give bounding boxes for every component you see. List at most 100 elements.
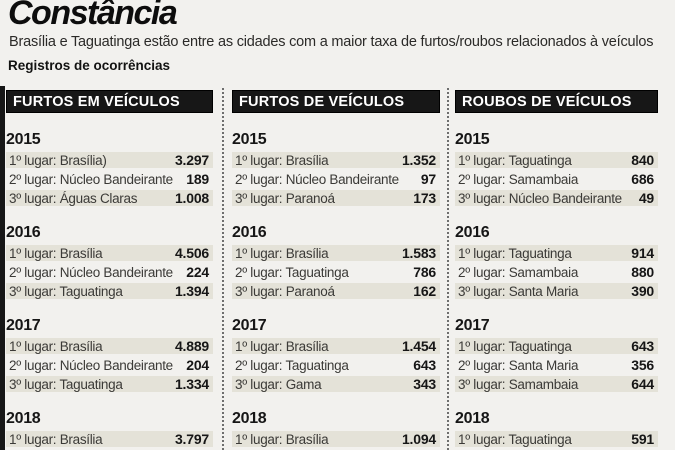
rank-value: 343 [413, 376, 436, 392]
year-label: 2016 [455, 224, 490, 241]
year-label: 2017 [6, 317, 41, 334]
table-row: 1º lugar: Brasília) 3.297 [6, 152, 213, 168]
rank-value: 49 [638, 190, 654, 206]
rank-value: 4.889 [174, 338, 209, 354]
table-row: 1º lugar: Brasília 1.352 [232, 152, 440, 168]
rank-value: 390 [631, 283, 654, 299]
table-row: 3º lugar: Taguatinga 1.334 [6, 376, 213, 392]
rank-value: 3.297 [174, 152, 209, 168]
table-row: 3º lugar: Paranoá 173 [232, 190, 440, 206]
rank-value: 1.008 [174, 190, 209, 206]
page-subtitle: Brasília e Taguatinga estão entre as cid… [9, 34, 654, 50]
year-block-2018: 2018 1º lugar: Brasília 3.797 [6, 410, 213, 447]
table-row: 2º lugar: Taguatinga 786 [232, 264, 440, 280]
rank-label: 3º lugar: Taguatinga [9, 376, 123, 392]
year-label: 2015 [6, 131, 41, 148]
table-row: 1º lugar: Brasília 4.506 [6, 245, 213, 261]
year-label: 2018 [455, 410, 490, 427]
rank-value: 786 [413, 264, 436, 280]
rank-label: 3º lugar: Samambaia [458, 376, 579, 392]
rank-label: 2º lugar: Núcleo Bandeirante [9, 264, 173, 280]
year-block-2016: 2016 1º lugar: Brasília 1.583 2º lugar: Tag… [232, 224, 440, 299]
rank-label: 2º lugar: Samambaia [458, 264, 579, 280]
rank-label: 1º lugar: Brasília [9, 245, 103, 261]
column-divider-2 [447, 88, 449, 450]
table-row: 1º lugar: Taguatinga 840 [455, 152, 658, 168]
rank-value: 173 [413, 190, 436, 206]
rank-value: 840 [631, 152, 654, 168]
rank-label: 2º lugar: Taguatinga [235, 264, 349, 280]
table-row: 2º lugar: Núcleo Bandeirante 97 [232, 171, 440, 187]
column-divider-1 [222, 88, 224, 450]
column-header: FURTOS DE VEÍCULOS [232, 90, 440, 113]
table-row: 1º lugar: Brasília 1.454 [232, 338, 440, 354]
rank-label: 3º lugar: Núcleo Bandeirante [458, 190, 622, 206]
year-label: 2016 [232, 224, 267, 241]
table-row: 2º lugar: Taguatinga 643 [232, 357, 440, 373]
rank-value: 189 [186, 171, 209, 187]
year-block-2017: 2017 1º lugar: Brasília 1.454 2º lugar: Tag… [232, 317, 440, 392]
year-label: 2016 [6, 224, 41, 241]
rank-value: 356 [631, 357, 654, 373]
year-block-2015: 2015 1º lugar: Brasília 1.352 2º lugar: Núc… [232, 131, 440, 206]
rank-label: 1º lugar: Brasília [9, 431, 103, 447]
rank-value: 686 [631, 171, 654, 187]
rank-label: 2º lugar: Taguatinga [235, 357, 349, 373]
rank-label: 1º lugar: Taguatinga [458, 245, 572, 261]
year-block-2017: 2017 1º lugar: Taguatinga 643 2º lugar: San… [455, 317, 658, 392]
year-block-2018: 2018 1º lugar: Brasília 1.094 [232, 410, 440, 447]
rank-label: 3º lugar: Santa Maria [458, 283, 579, 299]
table-row: 2º lugar: Santa Maria 356 [455, 357, 658, 373]
year-block-2015: 2015 1º lugar: Brasília) 3.297 2º lugar: Nú… [6, 131, 213, 206]
table-row: 2º lugar: Samambaia 880 [455, 264, 658, 280]
rank-value: 97 [420, 171, 436, 187]
table-row: 3º lugar: Santa Maria 390 [455, 283, 658, 299]
rank-value: 1.352 [401, 152, 436, 168]
column-roubos-de-veiculos: ROUBOS DE VEÍCULOS 2015 1º lugar: Taguatin… [455, 90, 658, 450]
rank-value: 1.394 [174, 283, 209, 299]
rank-value: 643 [413, 357, 436, 373]
table-row: 3º lugar: Águas Claras 1.008 [6, 190, 213, 206]
year-block-2018: 2018 1º lugar: Taguatinga 591 [455, 410, 658, 447]
rank-label: 3º lugar: Gama [235, 376, 322, 392]
rank-value: 1.094 [401, 431, 436, 447]
table-row: 3º lugar: Paranoá 162 [232, 283, 440, 299]
rank-label: 2º lugar: Santa Maria [458, 357, 579, 373]
rank-label: 2º lugar: Núcleo Bandeirante [9, 171, 173, 187]
rank-label: 2º lugar: Núcleo Bandeirante [235, 171, 399, 187]
rank-label: 3º lugar: Taguatinga [9, 283, 123, 299]
year-block-2016: 2016 1º lugar: Taguatinga 914 2º lugar: Sam… [455, 224, 658, 299]
column-header: FURTOS EM VEÍCULOS [6, 90, 213, 113]
rank-label: 1º lugar: Brasília [235, 152, 329, 168]
table-row: 1º lugar: Brasília 4.889 [6, 338, 213, 354]
rank-value: 1.583 [401, 245, 436, 261]
year-label: 2017 [232, 317, 267, 334]
year-label: 2018 [6, 410, 41, 427]
table-row: 2º lugar: Samambaia 686 [455, 171, 658, 187]
column-header: ROUBOS DE VEÍCULOS [455, 90, 658, 113]
rank-value: 162 [413, 283, 436, 299]
table-row: 1º lugar: Brasília 1.583 [232, 245, 440, 261]
rank-label: 1º lugar: Brasília [235, 338, 329, 354]
rank-label: 1º lugar: Brasília [235, 431, 329, 447]
year-block-2016: 2016 1º lugar: Brasília 4.506 2º lugar: Núc… [6, 224, 213, 299]
table-row: 1º lugar: Brasília 1.094 [232, 431, 440, 447]
table-row: 2º lugar: Núcleo Bandeirante 189 [6, 171, 213, 187]
page-title: Constância [8, 0, 178, 32]
year-label: 2015 [232, 131, 267, 148]
rank-value: 643 [631, 338, 654, 354]
table-row: 1º lugar: Taguatinga 914 [455, 245, 658, 261]
rank-label: 3º lugar: Paranoá [235, 190, 335, 206]
rank-value: 880 [631, 264, 654, 280]
column-furtos-de-veiculos: FURTOS DE VEÍCULOS 2015 1º lugar: Brasília… [232, 90, 440, 450]
rank-value: 1.454 [401, 338, 436, 354]
table-row: 3º lugar: Samambaia 644 [455, 376, 658, 392]
rank-label: 1º lugar: Brasília [235, 245, 329, 261]
rank-label: 1º lugar: Taguatinga [458, 338, 572, 354]
year-label: 2017 [455, 317, 490, 334]
table-row: 3º lugar: Taguatinga 1.394 [6, 283, 213, 299]
rank-value: 224 [186, 264, 209, 280]
rank-label: 1º lugar: Taguatinga [458, 152, 572, 168]
table-row: 1º lugar: Brasília 3.797 [6, 431, 213, 447]
rank-label: 1º lugar: Brasília) [9, 152, 107, 168]
